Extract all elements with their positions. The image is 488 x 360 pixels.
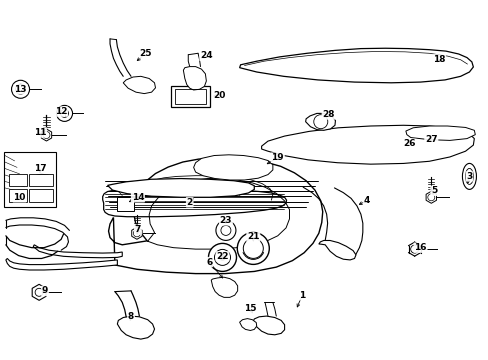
Text: 3: 3: [466, 172, 471, 181]
Text: 9: 9: [41, 287, 48, 295]
Text: 11: 11: [34, 128, 46, 137]
Polygon shape: [102, 188, 286, 217]
Text: 23: 23: [219, 216, 232, 225]
Circle shape: [219, 255, 225, 260]
Polygon shape: [117, 316, 154, 339]
Text: 16: 16: [413, 243, 426, 252]
Polygon shape: [41, 129, 52, 141]
Polygon shape: [123, 76, 155, 94]
Text: 8: 8: [128, 311, 134, 320]
Text: 28: 28: [322, 110, 334, 119]
Ellipse shape: [462, 163, 475, 189]
Polygon shape: [6, 258, 117, 270]
Polygon shape: [9, 189, 27, 202]
Text: 20: 20: [212, 91, 225, 100]
Polygon shape: [183, 67, 206, 90]
Text: 5: 5: [430, 186, 436, 195]
Text: 13: 13: [14, 85, 27, 94]
Text: 4: 4: [363, 197, 369, 205]
Polygon shape: [261, 125, 473, 164]
Text: 17: 17: [34, 164, 46, 173]
Circle shape: [237, 233, 269, 264]
Text: 15: 15: [244, 304, 256, 313]
Polygon shape: [29, 174, 53, 186]
Polygon shape: [239, 48, 472, 83]
Text: 10: 10: [13, 193, 26, 202]
Text: 1: 1: [299, 291, 305, 300]
Text: 25: 25: [139, 49, 152, 58]
Polygon shape: [211, 277, 237, 297]
Text: 6: 6: [206, 258, 212, 266]
Polygon shape: [4, 152, 56, 207]
Text: 27: 27: [424, 135, 437, 144]
Polygon shape: [305, 113, 335, 130]
Text: 21: 21: [246, 233, 259, 242]
Polygon shape: [171, 86, 210, 107]
Polygon shape: [35, 174, 53, 184]
Polygon shape: [33, 245, 122, 258]
Circle shape: [12, 80, 29, 98]
Text: 2: 2: [186, 198, 192, 207]
Text: 26: 26: [403, 139, 415, 148]
Text: 18: 18: [432, 55, 445, 64]
Text: 12: 12: [55, 107, 67, 116]
Polygon shape: [239, 319, 256, 330]
Polygon shape: [32, 284, 46, 300]
Polygon shape: [425, 191, 436, 203]
Text: 24: 24: [200, 51, 212, 60]
Circle shape: [57, 105, 72, 121]
Text: 14: 14: [131, 193, 144, 202]
Polygon shape: [318, 240, 355, 260]
Polygon shape: [253, 316, 284, 335]
Polygon shape: [9, 174, 27, 186]
Polygon shape: [108, 158, 322, 274]
Text: 22: 22: [216, 252, 228, 261]
Text: 19: 19: [271, 153, 284, 162]
Circle shape: [216, 220, 235, 240]
Polygon shape: [29, 189, 53, 202]
Circle shape: [208, 243, 236, 271]
Polygon shape: [131, 227, 142, 239]
Polygon shape: [117, 197, 134, 211]
Text: 7: 7: [134, 225, 141, 234]
Polygon shape: [405, 126, 474, 140]
Polygon shape: [107, 179, 254, 197]
Polygon shape: [193, 155, 272, 180]
